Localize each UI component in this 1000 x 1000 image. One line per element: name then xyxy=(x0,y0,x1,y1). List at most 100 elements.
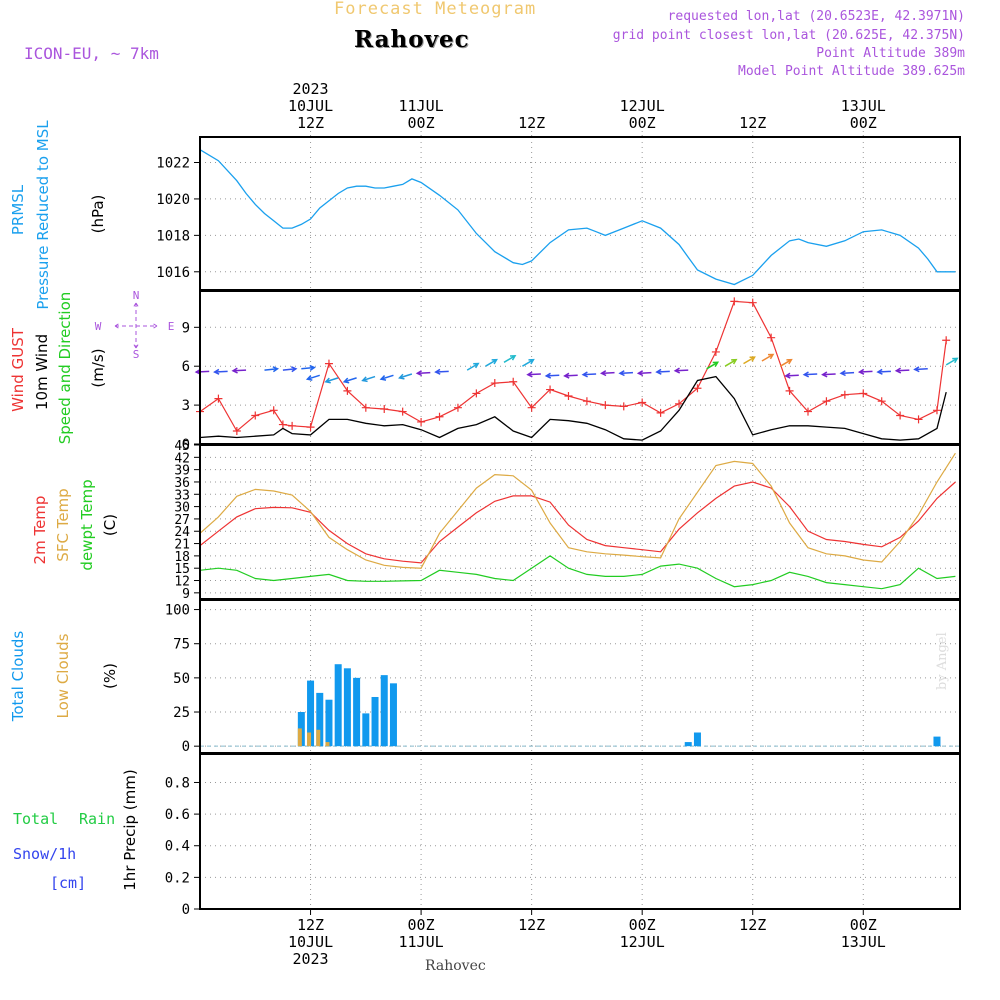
wind-arrow-head xyxy=(802,371,810,378)
wind-arrow-head xyxy=(786,358,793,365)
wind-arrow-head xyxy=(749,356,756,362)
y-tick-label: 1016 xyxy=(156,265,190,281)
wind-arrow xyxy=(264,368,278,371)
precip-unit: 1hr Precip (mm) xyxy=(121,769,139,890)
wind-arrow-head xyxy=(231,367,238,374)
y-tick-label: 24 xyxy=(174,525,190,540)
gust-marker xyxy=(914,415,923,424)
gust-marker xyxy=(748,298,757,307)
wind-arrow xyxy=(435,370,449,373)
wind-arrow-head xyxy=(636,370,644,377)
wind-arrow xyxy=(380,374,394,380)
y-tick-label: 42 xyxy=(174,451,190,466)
sfc-temp-line xyxy=(199,452,956,569)
wind-arrow xyxy=(233,369,247,372)
y-tick-label: 1018 xyxy=(156,228,190,244)
top-time-label: 12Z xyxy=(739,114,766,132)
gust-marker xyxy=(527,403,536,412)
pressure-line xyxy=(199,149,956,286)
wind-arrow xyxy=(675,369,689,372)
wind-arrow xyxy=(485,359,498,367)
y-tick-label: 9 xyxy=(182,320,190,336)
gust-marker xyxy=(877,397,886,406)
total-cloud-bar xyxy=(380,675,388,747)
gust-marker xyxy=(546,385,555,394)
y-tick-label: 0 xyxy=(182,902,190,918)
clouds-unit: (%) xyxy=(101,663,119,689)
low-cloud-bar xyxy=(325,742,330,747)
top-time-label: 2023 xyxy=(292,80,328,98)
top-time-label: 12Z xyxy=(518,114,545,132)
y-tick-label: 0.8 xyxy=(165,775,190,791)
total-cloud-bar xyxy=(362,713,370,747)
pressure-unit: (hPa) xyxy=(89,195,107,234)
top-time-label: 00Z xyxy=(850,114,877,132)
wind-arrow-head xyxy=(291,366,298,373)
wind-arrow xyxy=(503,355,516,363)
gust-marker xyxy=(675,399,684,408)
wind-arrow xyxy=(344,377,357,383)
gust-marker xyxy=(730,297,739,306)
gust-marker xyxy=(490,379,499,388)
wind-arrow xyxy=(325,377,339,383)
low-cloud-bar xyxy=(316,729,321,747)
gust-marker xyxy=(417,417,426,426)
wind-arrow-head xyxy=(767,353,775,360)
wind-arrow-head xyxy=(415,370,423,377)
total-cloud-bar xyxy=(389,683,397,747)
wind-arrow xyxy=(896,369,910,372)
total-cloud-bar xyxy=(353,677,361,747)
total-cloud-bar xyxy=(684,742,692,747)
t2m-line xyxy=(199,481,956,564)
gust-label: Wind GUST xyxy=(9,327,27,412)
point-altitude: Point Altitude 389m xyxy=(816,46,965,61)
wind-arrow-head xyxy=(305,375,313,381)
wind-arrow-head xyxy=(655,368,662,375)
gust-marker xyxy=(619,402,628,411)
y-tick-label: 33 xyxy=(174,488,190,503)
gust-marker xyxy=(711,347,720,356)
wind-arrow xyxy=(282,368,296,371)
y-tick-label: 75 xyxy=(173,637,190,653)
wind-arrow xyxy=(877,370,891,373)
total-cloud-bar xyxy=(933,736,941,747)
pressure-label-2: Pressure Reduced to MSL xyxy=(34,120,52,310)
bottom-time-label: 00Z xyxy=(850,916,877,934)
y-tick-label: 3 xyxy=(182,398,190,414)
wind-arrow xyxy=(196,370,210,373)
y-tick-label: 21 xyxy=(174,538,190,553)
y-tick-label: 12 xyxy=(174,575,190,590)
dewpt-label: dewpt Temp xyxy=(78,479,96,570)
y-tick-label: 9 xyxy=(182,587,190,602)
gust-marker xyxy=(324,359,333,368)
wind-arrow-head xyxy=(913,366,920,373)
wind-arrow-head xyxy=(839,370,846,377)
gust-marker xyxy=(232,427,241,436)
y-tick-label: 30 xyxy=(174,501,190,516)
wind-arrow xyxy=(804,373,818,376)
wind-arrow-head xyxy=(563,372,570,379)
gust-marker xyxy=(343,386,352,395)
location-title: Rahovec xyxy=(354,26,470,53)
wind-arrow-head xyxy=(473,362,480,369)
total-cloud-bar xyxy=(316,692,324,747)
wind-arrow xyxy=(527,373,541,376)
requested-coords: requested lon,lat (20.6523E, 42.3971N) xyxy=(667,9,965,24)
snow-unit: [cm] xyxy=(50,874,86,892)
y-tick-label: 15 xyxy=(174,562,190,577)
wind-arrow-head xyxy=(712,361,720,367)
bottom-time-label: 11JUL xyxy=(399,933,444,951)
wind-arrow xyxy=(724,359,737,367)
low-cloud-bar xyxy=(297,728,302,747)
pressure-label-1: PRMSL xyxy=(9,184,27,235)
wind-arrow-head xyxy=(309,364,316,371)
wind-arrow-head xyxy=(213,368,220,375)
wind-arrow-head xyxy=(821,371,828,378)
gust-marker xyxy=(840,390,849,399)
bottom-time-label: 00Z xyxy=(408,916,435,934)
wind-arrow xyxy=(656,370,670,373)
y-tick-label: 1020 xyxy=(156,192,190,208)
gust-marker xyxy=(251,411,260,420)
wind-arrow-head xyxy=(731,358,738,365)
y-tick-label: 18 xyxy=(174,550,190,565)
